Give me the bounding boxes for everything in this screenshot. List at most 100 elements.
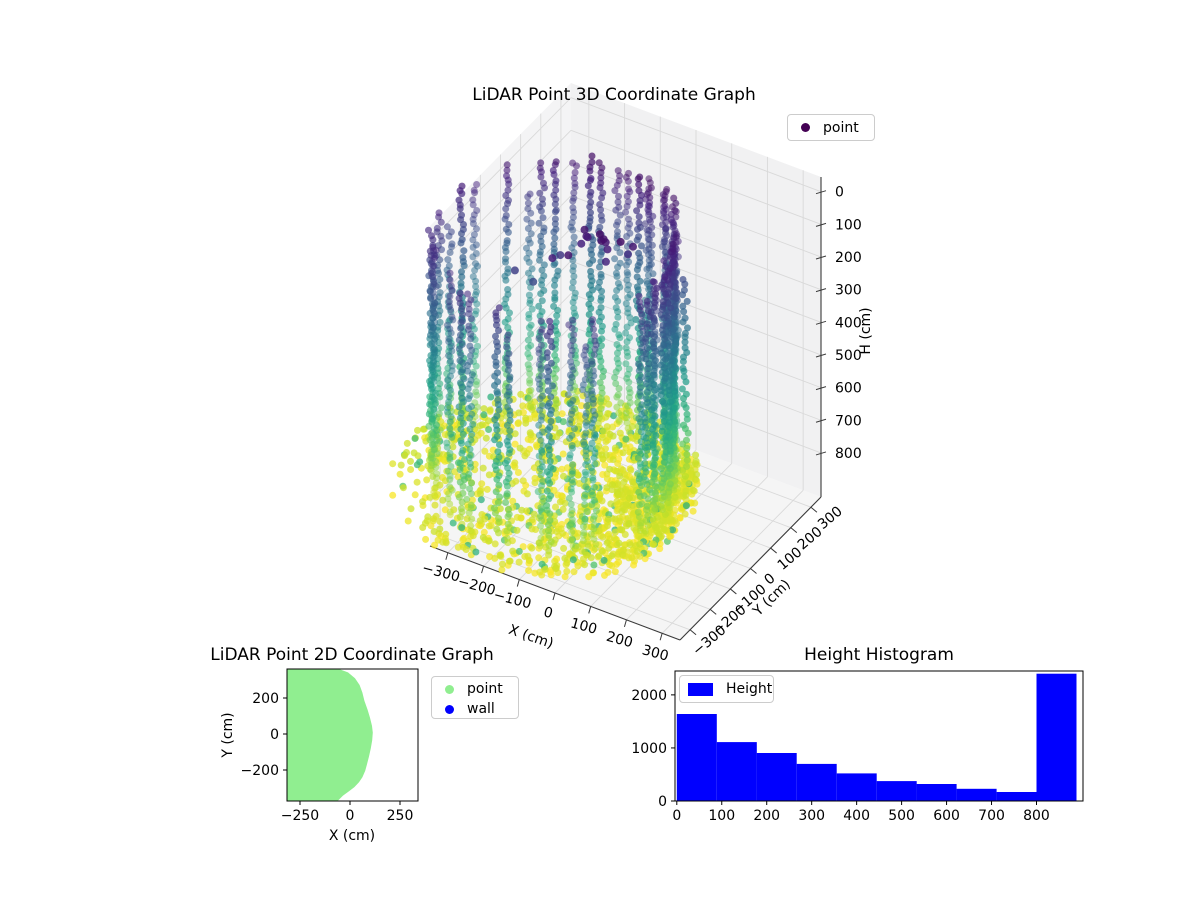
scatter-point: [578, 402, 585, 410]
scatter-point: [551, 282, 558, 289]
scatter-point: [506, 309, 513, 317]
scatter-point: [625, 385, 633, 393]
scatter-point: [610, 412, 617, 420]
scatter-point: [597, 293, 605, 301]
z-tick-mark: [815, 418, 827, 423]
point-marker-icon: [445, 684, 454, 694]
scatter-point: [414, 426, 421, 434]
grid-line: [570, 129, 822, 225]
x-tick-label: 0: [542, 604, 555, 622]
scatter-point: [519, 402, 527, 410]
scatter-point: [558, 410, 566, 418]
wall-marker-icon: [445, 704, 454, 714]
scatter-point: [596, 379, 604, 387]
scatter-point: [692, 451, 700, 459]
y-tick-label: 2000: [631, 688, 667, 704]
scatter-point: [484, 417, 492, 425]
scatter-point: [615, 331, 623, 339]
scatter-point: [615, 385, 623, 392]
scatter-point: [540, 287, 548, 294]
scatter-point: [451, 468, 459, 476]
scatter-point: [423, 476, 431, 484]
scatter-point: [551, 351, 559, 359]
scatter-point: [486, 406, 494, 414]
scatter-point: [511, 463, 519, 471]
scatter-point: [480, 405, 488, 413]
plot2d-legend-wall-label: wall: [467, 701, 495, 717]
scatter-point: [599, 433, 606, 441]
scatter-point: [413, 478, 421, 486]
plot3d-title: LiDAR Point 3D Coordinate Graph: [472, 85, 756, 105]
plot2d-legend: point wall: [431, 676, 519, 719]
scatter-point: [554, 416, 562, 424]
scatter-point: [692, 476, 700, 483]
scatter-point: [552, 318, 560, 326]
scatter-point: [611, 293, 619, 301]
scatter-point: [478, 421, 486, 429]
x-tick-label: 700: [978, 808, 1005, 824]
scatter-point: [574, 471, 582, 479]
scatter-point: [521, 452, 529, 460]
histogram-bar: [1036, 673, 1077, 801]
scatter-point: [609, 456, 617, 464]
scatter-point: [526, 402, 534, 410]
scatter-point: [551, 289, 559, 297]
scatter-point: [597, 405, 605, 413]
scatter-point: [597, 363, 605, 371]
histogram-legend: Height: [679, 675, 774, 703]
scatter-point: [622, 409, 630, 417]
scatter-point: [540, 272, 548, 280]
scatter-point: [569, 278, 577, 286]
scatter-point: [485, 471, 493, 479]
histogram-title: Height Histogram: [804, 645, 954, 665]
scatter-point: [528, 265, 536, 273]
scatter-point: [623, 419, 631, 427]
z-tick-mark: [815, 451, 827, 456]
z-tick-mark: [815, 288, 827, 293]
z-tick-label: 0: [835, 185, 844, 201]
scatter-point: [609, 432, 617, 440]
scatter-point: [504, 324, 512, 332]
x-tick-label: 100: [708, 808, 735, 824]
plot2d-title: LiDAR Point 2D Coordinate Graph: [210, 645, 494, 665]
scatter-point: [485, 426, 493, 433]
scatter-point: [625, 365, 633, 373]
x-tick-mark: [623, 619, 627, 627]
scatter-point: [599, 427, 607, 435]
z-tick-mark: [815, 386, 827, 391]
x-tick-label: 200: [604, 629, 634, 651]
scatter-point: [517, 390, 525, 398]
y-tick-mark: [770, 547, 777, 554]
plot3d-legend-point-label: point: [823, 119, 859, 136]
scatter-point: [525, 291, 533, 299]
scatter-point: [611, 444, 619, 452]
z-tick-label: 500: [835, 348, 862, 364]
scatter-point: [514, 469, 522, 476]
scatter-point: [619, 449, 627, 457]
grid-line: [570, 325, 822, 421]
scatter-point: [599, 455, 607, 463]
scatter-point: [598, 389, 606, 397]
scatter-point: [526, 370, 534, 378]
scatter-point: [615, 409, 623, 417]
y-tick-mark: [790, 527, 798, 534]
scatter-point: [527, 436, 535, 444]
scatter-point: [526, 376, 534, 384]
x-tick-mark: [481, 566, 485, 574]
scatter-point: [612, 320, 620, 328]
y-tick-mark: [730, 588, 737, 595]
scatter-point: [481, 447, 489, 455]
scatter-point: [524, 336, 532, 344]
scatter-point: [479, 464, 487, 472]
grid-line: [570, 260, 822, 356]
scatter-point: [595, 442, 603, 450]
scatter-point: [552, 410, 560, 417]
histogram-legend-height-label: Height: [726, 681, 773, 697]
scatter-point: [515, 409, 523, 417]
plot2d-xlabel: X (cm): [328, 828, 376, 844]
scatter-point: [527, 321, 535, 329]
scatter-point: [627, 466, 635, 474]
scatter-point: [585, 311, 593, 318]
z-tick-mark: [815, 353, 827, 358]
scatter-point: [596, 353, 604, 361]
